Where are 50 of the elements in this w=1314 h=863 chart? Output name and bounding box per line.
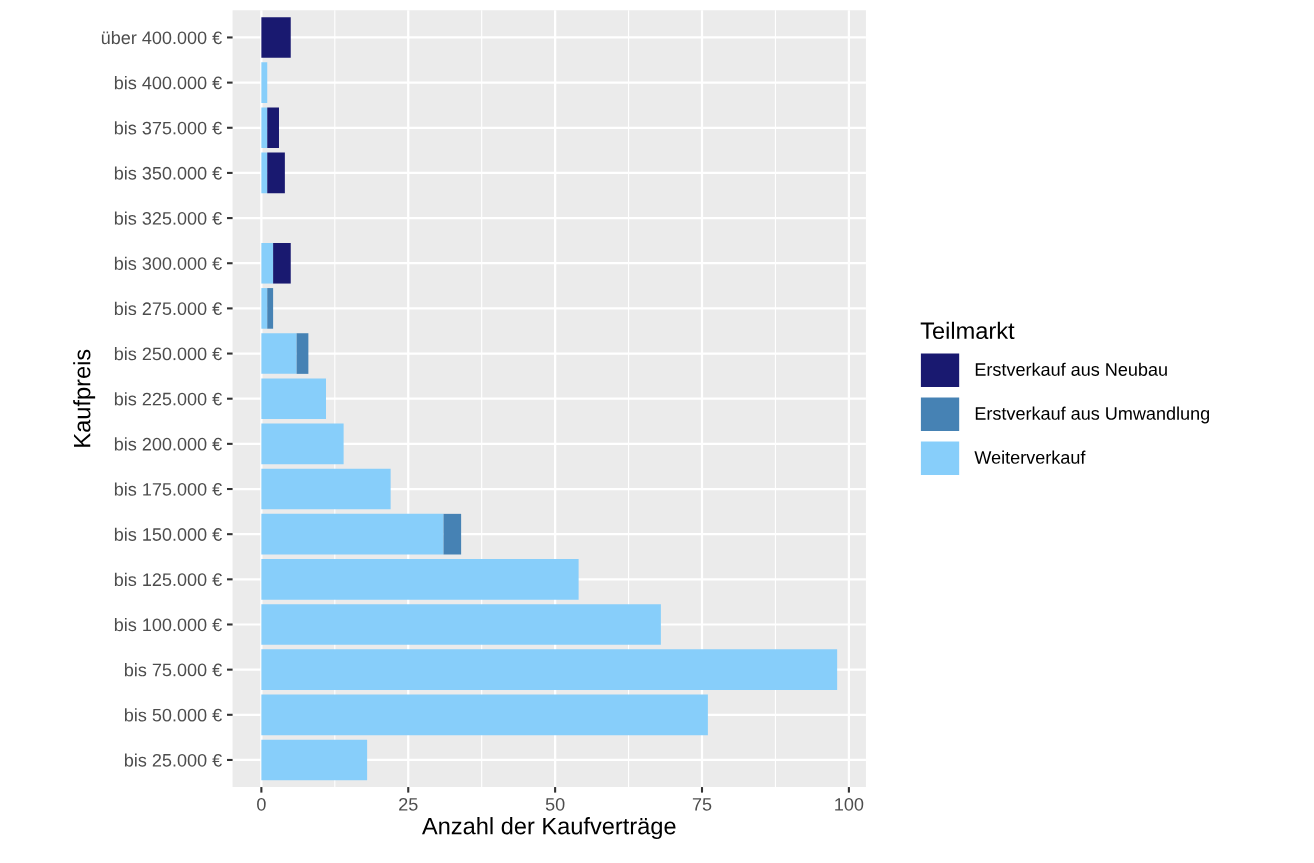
bar [273,242,291,284]
bar [261,17,291,58]
legend-label: Erstverkauf aus Umwandlung [975,406,1210,424]
bar [261,604,661,645]
y-tick-label: bis 50.000 € [124,708,222,722]
y-tick-label: bis 175.000 € [114,482,222,496]
x-tick-label: 100 [835,797,864,811]
y-tick-label: bis 225.000 € [114,392,222,406]
bar [443,513,462,555]
x-tick-label: 75 [692,798,712,811]
y-tick-label: bis 400.000 € [114,76,222,90]
bar [261,559,579,600]
x-axis-title: Anzahl der Kaufverträge [422,817,676,840]
bar [261,242,274,284]
legend-title: Teilmarkt [920,321,1015,340]
legend-label: Weiterverkauf [974,450,1086,464]
bar [261,288,268,329]
y-tick-label: bis 375.000 € [114,121,222,135]
y-tick-label: bis 200.000 € [114,437,222,451]
y-tick-label: bis 75.000 € [124,663,222,677]
bar [261,649,838,690]
bar [296,333,309,374]
x-tick-label: 0 [257,797,266,811]
bar [261,62,268,103]
y-tick-label: bis 325.000 € [114,211,222,225]
x-tick-label: 25 [399,797,418,811]
bar [261,423,344,465]
bar [261,513,444,555]
y-tick-label: bis 250.000 € [114,347,222,361]
bar [261,739,368,781]
y-tick-label: bis 100.000 € [114,617,222,632]
y-tick-label: über 400.000 € [101,30,222,45]
y-tick-label: bis 150.000 € [114,527,222,541]
y-tick-label: bis 125.000 € [114,572,222,587]
y-tick-label: bis 350.000 € [114,166,222,180]
bar [261,152,268,194]
bar [261,333,297,374]
y-tick-label: bis 275.000 € [114,301,222,316]
bar [261,694,708,736]
legend-label: Erstverkauf aus Neubau [975,362,1167,376]
bar [261,107,268,149]
y-tick-label: bis 25.000 € [124,753,222,767]
bar [267,152,285,194]
x-tick-label: 50 [545,797,565,811]
y-axis-title: Kaufpreis [73,349,96,447]
bar [261,378,326,420]
bar [261,468,391,510]
bar [267,107,279,149]
y-tick-label: bis 300.000 € [114,256,222,270]
bar [267,288,274,329]
